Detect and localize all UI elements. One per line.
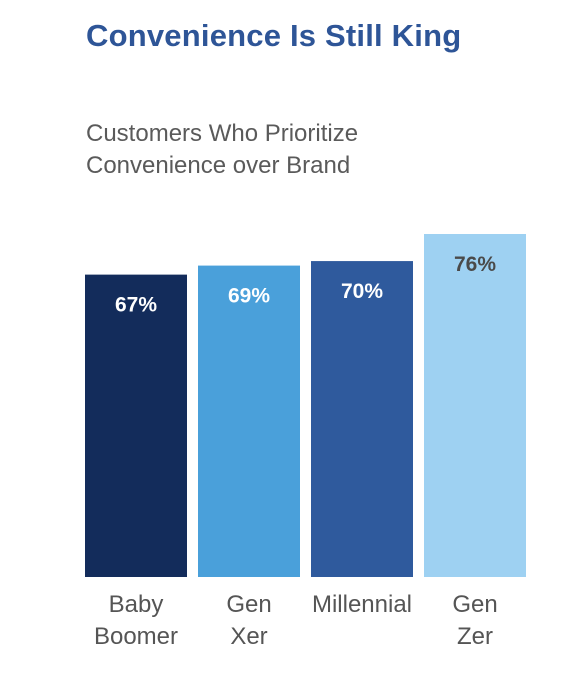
chart-title: Convenience Is Still King [86, 18, 462, 53]
category-label-0-line-1: Boomer [94, 623, 178, 650]
category-label-3-line-1: Zer [457, 623, 493, 650]
bar-2 [311, 261, 413, 577]
subtitle-line-1: Customers Who Prioritize [86, 120, 359, 147]
bar-value-label-3: 76% [454, 253, 496, 276]
bar-value-label-0: 67% [115, 294, 157, 317]
bar-1 [198, 265, 300, 577]
category-label-1-line-0: Gen [226, 591, 271, 618]
bar-3 [424, 234, 526, 577]
bar-value-label-1: 69% [228, 285, 270, 308]
bar-value-label-2: 70% [341, 280, 383, 303]
category-label-2-line-0: Millennial [312, 591, 412, 618]
bar-0 [85, 274, 187, 577]
subtitle-line-2: Convenience over Brand [86, 152, 351, 179]
category-label-1-line-1: Xer [230, 623, 267, 650]
category-label-0-line-0: Baby [109, 591, 164, 618]
chart-subtitle: Customers Who Prioritize Convenience ove… [86, 118, 358, 182]
category-label-3-line-0: Gen [452, 591, 497, 618]
